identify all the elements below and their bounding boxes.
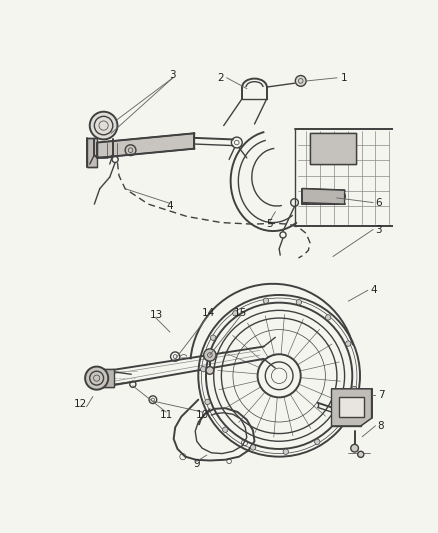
Polygon shape	[339, 397, 364, 417]
Circle shape	[351, 445, 358, 452]
Circle shape	[85, 367, 108, 390]
Text: 7: 7	[378, 390, 384, 400]
Circle shape	[358, 451, 364, 457]
Polygon shape	[332, 389, 371, 426]
Circle shape	[339, 417, 344, 422]
Text: 1: 1	[341, 73, 347, 83]
Polygon shape	[97, 133, 194, 158]
Polygon shape	[87, 138, 97, 167]
Circle shape	[352, 386, 357, 392]
Circle shape	[210, 335, 216, 341]
Circle shape	[296, 300, 302, 305]
Circle shape	[263, 298, 268, 303]
Circle shape	[346, 341, 351, 346]
Text: 8: 8	[378, 421, 384, 431]
Circle shape	[205, 399, 210, 405]
Text: 13: 13	[149, 310, 162, 320]
Polygon shape	[310, 133, 356, 164]
Text: 4: 4	[370, 285, 377, 295]
Text: 6: 6	[375, 198, 382, 207]
Text: 11: 11	[159, 410, 173, 420]
Circle shape	[304, 189, 319, 204]
Circle shape	[314, 439, 320, 445]
Circle shape	[283, 449, 289, 455]
Text: 4: 4	[166, 201, 173, 212]
Circle shape	[251, 445, 256, 450]
Circle shape	[295, 76, 306, 86]
Circle shape	[204, 349, 216, 361]
Text: 2: 2	[217, 73, 224, 83]
Circle shape	[223, 427, 228, 432]
Circle shape	[90, 112, 117, 140]
Circle shape	[206, 367, 214, 374]
Text: 12: 12	[74, 399, 87, 409]
Text: 3: 3	[170, 70, 176, 80]
Circle shape	[336, 192, 346, 201]
Polygon shape	[97, 369, 114, 387]
Circle shape	[201, 367, 206, 372]
Circle shape	[325, 314, 331, 320]
Text: 15: 15	[234, 308, 247, 318]
Text: 14: 14	[201, 308, 215, 318]
Text: 3: 3	[375, 224, 382, 235]
Text: 5: 5	[267, 219, 273, 229]
Circle shape	[233, 311, 238, 316]
Text: 10: 10	[196, 410, 209, 420]
Polygon shape	[302, 189, 345, 204]
Text: 9: 9	[194, 459, 200, 470]
Circle shape	[325, 190, 338, 203]
